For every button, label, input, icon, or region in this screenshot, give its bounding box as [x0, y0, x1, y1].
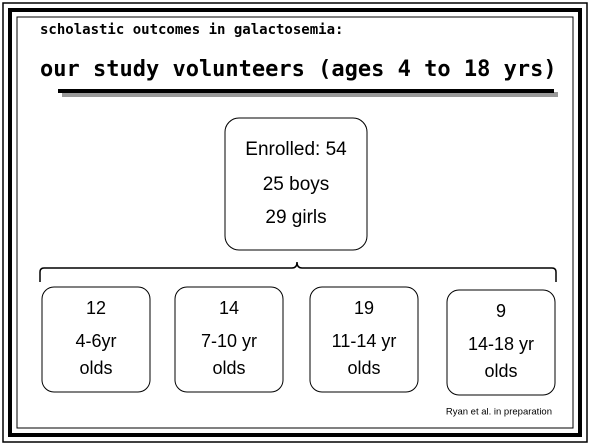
group-line: 14-18 yr — [468, 334, 534, 354]
group-line: olds — [212, 358, 245, 378]
inner-frame — [16, 16, 574, 429]
root-box — [224, 117, 368, 251]
group-line: 4-6yr — [75, 331, 116, 351]
brace — [39, 261, 557, 282]
underline-shadow — [62, 92, 558, 97]
underline — [58, 89, 554, 93]
root-line: 29 girls — [265, 207, 326, 228]
group-box — [446, 289, 556, 396]
title: our study volunteers (ages 4 to 18 yrs) — [40, 57, 557, 82]
group-line: olds — [79, 358, 112, 378]
citation: Ryan et al. in preparation — [446, 407, 552, 418]
group-line: olds — [347, 358, 380, 378]
group-box — [309, 286, 419, 393]
root-line: 25 boys — [263, 174, 330, 195]
group-line: 11-14 yr — [332, 331, 397, 351]
group-line: 7-10 yr — [201, 331, 257, 351]
group-line: 9 — [496, 301, 506, 321]
group-line: olds — [484, 361, 517, 381]
subtitle: scholastic outcomes in galactosemia: — [40, 22, 343, 38]
group-line: 14 — [219, 298, 239, 318]
group-box — [41, 286, 151, 393]
group-line: 19 — [354, 298, 374, 318]
group-box — [174, 286, 284, 393]
thick-frame — [8, 8, 582, 437]
root-line: Enrolled: 54 — [245, 139, 347, 160]
group-line: 12 — [86, 298, 106, 318]
